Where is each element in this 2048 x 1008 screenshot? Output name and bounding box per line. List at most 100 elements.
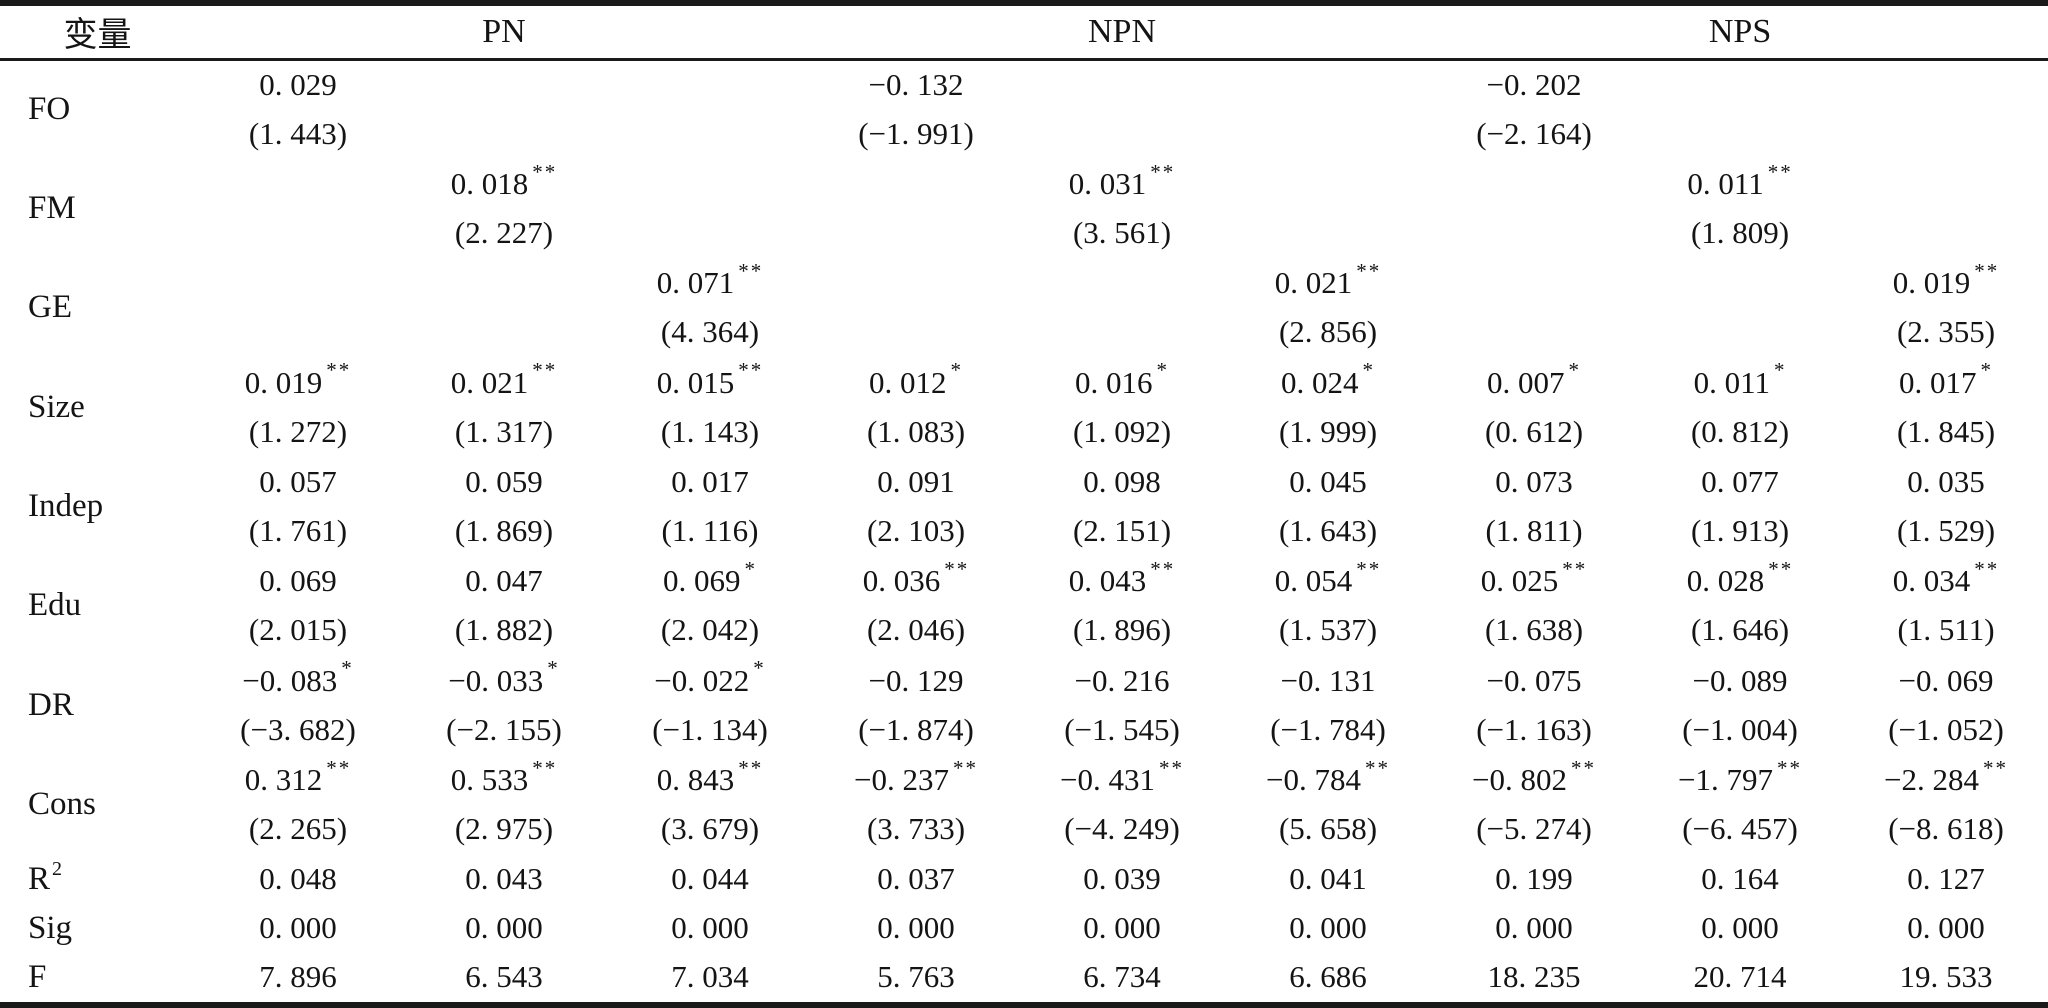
t-statistic-text: (1. 317): [454, 413, 554, 449]
coefficient-value: 0. 098: [1019, 458, 1225, 507]
cell-cons-m2: 0. 533 ** (2. 975): [401, 755, 607, 854]
significance-stars: **: [1562, 556, 1588, 581]
significance-stars: **: [326, 358, 352, 383]
cell-cons-m1: 0. 312 ** (2. 265): [195, 755, 401, 854]
model-statistic-text: 0. 000: [1907, 910, 1985, 946]
cell-fo-m1: 0. 029 (1. 443): [195, 59, 401, 159]
cell-fm-m6: [1225, 159, 1431, 258]
t-statistic-text: (1. 999): [1278, 413, 1378, 449]
cell-dr-m8: −0. 089 (−1. 004): [1637, 656, 1843, 755]
t-statistic-value: (−4. 249): [1019, 805, 1225, 854]
model-statistic-value: 0. 000: [813, 904, 1019, 953]
t-statistic-value: (1. 092): [1019, 407, 1225, 456]
coefficient-value: −0. 237 **: [813, 756, 1019, 805]
model-statistic-text: 0. 043: [465, 860, 543, 896]
cell-indep-m8: 0. 077 (1. 913): [1637, 457, 1843, 556]
cell-r-m5: 0. 039: [1019, 854, 1225, 903]
coefficient-text: 0. 029: [259, 67, 337, 103]
significance-stars: **: [1767, 159, 1793, 184]
cell-ge-m6: 0. 021 ** (2. 856): [1225, 258, 1431, 357]
t-statistic-text: (2. 046): [866, 612, 966, 648]
significance-stars: **: [1356, 258, 1382, 283]
row-label-text: Indep: [28, 488, 104, 525]
coefficient-value: 0. 029: [195, 61, 401, 110]
significance-stars: *: [753, 656, 766, 681]
column-header-variable: 变量: [0, 3, 195, 61]
row-label-text: FM: [28, 190, 76, 227]
cell-fm-m3: [607, 159, 813, 258]
significance-stars: *: [744, 556, 757, 581]
cell-fo-m3: [607, 59, 813, 159]
t-statistic-value: (3. 733): [813, 805, 1019, 854]
significance-stars: *: [950, 358, 964, 383]
header-row: 变量 PN NPN NPS: [0, 3, 2048, 61]
t-statistic-text: (1. 646): [1690, 612, 1790, 648]
cell-sig-m9: 0. 000: [1843, 904, 2048, 953]
table-row-r: R 2 0. 048 0. 043 0. 044 0. 037 0. 039 0. 041 0.…: [0, 854, 2048, 903]
coefficient-text: −0. 131: [1280, 662, 1376, 698]
coefficient-value: 0. 059: [401, 458, 607, 507]
coefficient-value: −0. 089: [1637, 656, 1843, 705]
coefficient-text: 0. 016: [1075, 364, 1153, 400]
t-statistic-value: (1. 896): [1019, 606, 1225, 655]
cell-f-m9: 19. 533: [1843, 953, 2048, 1005]
coefficient-text: 0. 012: [869, 364, 947, 400]
t-statistic-value: (1. 638): [1431, 606, 1637, 655]
coefficient-value: 0. 019 **: [1843, 259, 2048, 308]
t-statistic-value: (−1. 991): [813, 110, 1019, 159]
significance-stars: *: [1773, 358, 1787, 383]
coefficient-value: 0. 091: [813, 458, 1019, 507]
t-statistic-value: (2. 015): [195, 606, 401, 655]
coefficient-value: 0. 035: [1843, 458, 2048, 507]
row-label: Indep: [0, 457, 195, 556]
coefficient-value: 0. 069: [195, 557, 401, 606]
model-statistic-value: 19. 533: [1843, 953, 2048, 1002]
row-label: Edu: [0, 556, 195, 655]
coefficient-text: 0. 069: [259, 563, 337, 599]
table-row-indep: Indep 0. 057 (1. 761) 0. 059 (1. 869) 0. 017 (…: [0, 457, 2048, 556]
cell-edu-m3: 0. 069 * (2. 042): [607, 556, 813, 655]
coefficient-value: 0. 057: [195, 458, 401, 507]
significance-stars: **: [532, 755, 558, 780]
coefficient-text: −0. 089: [1692, 662, 1788, 698]
cell-r-m7: 0. 199: [1431, 854, 1637, 903]
cell-size-m5: 0. 016 * (1. 092): [1019, 358, 1225, 457]
cell-f-m5: 6. 734: [1019, 953, 1225, 1005]
t-statistic-value: (2. 355): [1843, 308, 2048, 357]
coefficient-text: 0. 843: [656, 762, 735, 798]
t-statistic-text: (−5. 274): [1476, 811, 1592, 847]
cell-indep-m6: 0. 045 (1. 643): [1225, 457, 1431, 556]
t-statistic-text: (2. 856): [1278, 314, 1378, 350]
table-row-fo: FO 0. 029 (1. 443) −0. 132 (−1. 991) −0. 202 (…: [0, 59, 2048, 159]
coefficient-text: −0. 202: [1486, 67, 1582, 103]
cell-indep-m1: 0. 057 (1. 761): [195, 457, 401, 556]
coefficient-text: 0. 533: [450, 762, 529, 798]
model-statistic-text: 0. 048: [259, 860, 337, 896]
t-statistic-value: (1. 272): [195, 407, 401, 456]
t-statistic-value: (1. 913): [1637, 507, 1843, 556]
model-statistic-text: 18. 235: [1487, 959, 1581, 995]
significance-stars: **: [1150, 556, 1176, 581]
cell-ge-m7: [1431, 258, 1637, 357]
coefficient-text: 0. 045: [1289, 464, 1367, 500]
coefficient-text: 0. 021: [450, 364, 529, 400]
coefficient-value: −0. 784 **: [1225, 756, 1431, 805]
coefficient-text: 0. 057: [259, 464, 337, 500]
t-statistic-value: (1. 317): [401, 407, 607, 456]
coefficient-value: 0. 017: [607, 458, 813, 507]
significance-stars: **: [1974, 556, 2000, 581]
model-statistic-text: 0. 044: [671, 860, 749, 896]
model-statistic-value: 0. 000: [1843, 904, 2048, 953]
row-label: GE: [0, 258, 195, 357]
model-statistic-value: 5. 763: [813, 953, 1019, 1002]
t-statistic-value: (−1. 874): [813, 705, 1019, 754]
cell-cons-m8: −1. 797 ** (−6. 457): [1637, 755, 1843, 854]
coefficient-text: 0. 069: [663, 563, 741, 599]
cell-sig-m8: 0. 000: [1637, 904, 1843, 953]
t-statistic-text: (1. 272): [248, 413, 348, 449]
coefficient-text: 0. 047: [465, 563, 543, 599]
cell-ge-m9: 0. 019 ** (2. 355): [1843, 258, 2048, 357]
coefficient-text: 0. 036: [862, 563, 941, 599]
coefficient-value: 0. 019 **: [195, 358, 401, 407]
row-label-text: Edu: [28, 587, 82, 624]
